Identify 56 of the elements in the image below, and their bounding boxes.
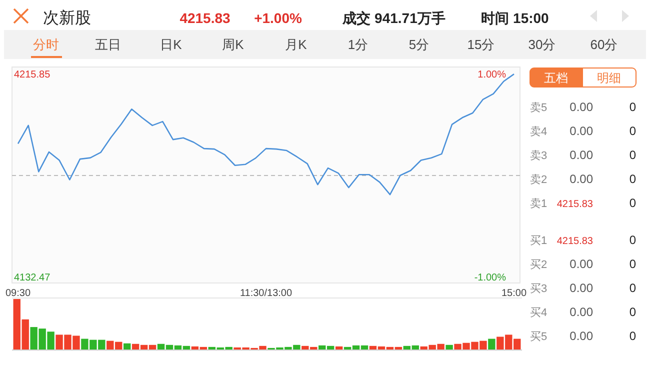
text: 五档 (544, 71, 568, 85)
category-label: 卖1 (530, 197, 548, 210)
data-label: 0 (629, 257, 636, 271)
text: 15分 (467, 37, 495, 52)
data-label: 0.00 (570, 100, 594, 114)
data-label: 0.00 (570, 172, 594, 186)
text: +1.00% (254, 10, 302, 26)
text: 明细 (597, 71, 621, 85)
category-label: 买3 (530, 283, 548, 295)
text: 周K (222, 37, 244, 52)
category-label: 卖5 (530, 101, 548, 114)
data-label: 4215.83 (556, 236, 594, 247)
text: 日K (160, 37, 182, 52)
text: 1分 (348, 37, 368, 52)
category-label: 买5 (530, 331, 548, 343)
x-tick-label: 09:30 (5, 288, 31, 299)
text: 4215.83 (180, 10, 231, 26)
data-label: 0 (629, 172, 636, 186)
chart-title: 次新股 (43, 9, 91, 27)
data-label: 0 (629, 329, 636, 343)
category-label: 卖4 (530, 125, 548, 138)
category-label: 卖3 (530, 149, 548, 162)
data-label: 0.00 (570, 257, 594, 271)
text: 五日 (95, 37, 121, 52)
data-label: 4215.83 (556, 199, 594, 210)
data-label: 0.00 (570, 148, 594, 162)
data-label: 0.00 (570, 305, 594, 319)
x-tick-label: 11:30/13:00 (240, 288, 292, 299)
bar (446, 344, 453, 350)
data-label: 0 (629, 100, 636, 114)
data-label: 0 (629, 124, 636, 138)
y2-tick-label: 1.00% (478, 70, 506, 81)
text: 时间 15:00 (481, 10, 550, 26)
x-tick-label: 15:00 (501, 288, 527, 299)
text: 分时 (33, 37, 59, 52)
data-label: 0.00 (570, 329, 594, 343)
text: 5分 (408, 37, 430, 52)
bar (488, 338, 496, 350)
data-label: 0 (629, 196, 636, 210)
y-tick-label: 4215.85 (14, 69, 51, 80)
y-tick-label: 4132.47 (14, 272, 51, 284)
data-label: 0 (629, 305, 636, 319)
text: 月K (285, 37, 308, 52)
category-label: 卖2 (530, 173, 548, 186)
data-label: 0.00 (570, 124, 594, 138)
category-label: 买1 (530, 235, 548, 247)
category-label: 买2 (530, 259, 548, 271)
data-label: 0.00 (570, 281, 594, 295)
text: 30分 (528, 37, 556, 52)
text: 成交 941.71万手 (342, 10, 446, 26)
category-label: 买4 (530, 307, 548, 319)
data-label: 0 (629, 233, 636, 247)
data-label: 0 (629, 281, 636, 295)
data-label: 0 (629, 148, 636, 162)
text: 60分 (590, 37, 618, 52)
y2-tick-label: -1.00% (474, 272, 506, 284)
